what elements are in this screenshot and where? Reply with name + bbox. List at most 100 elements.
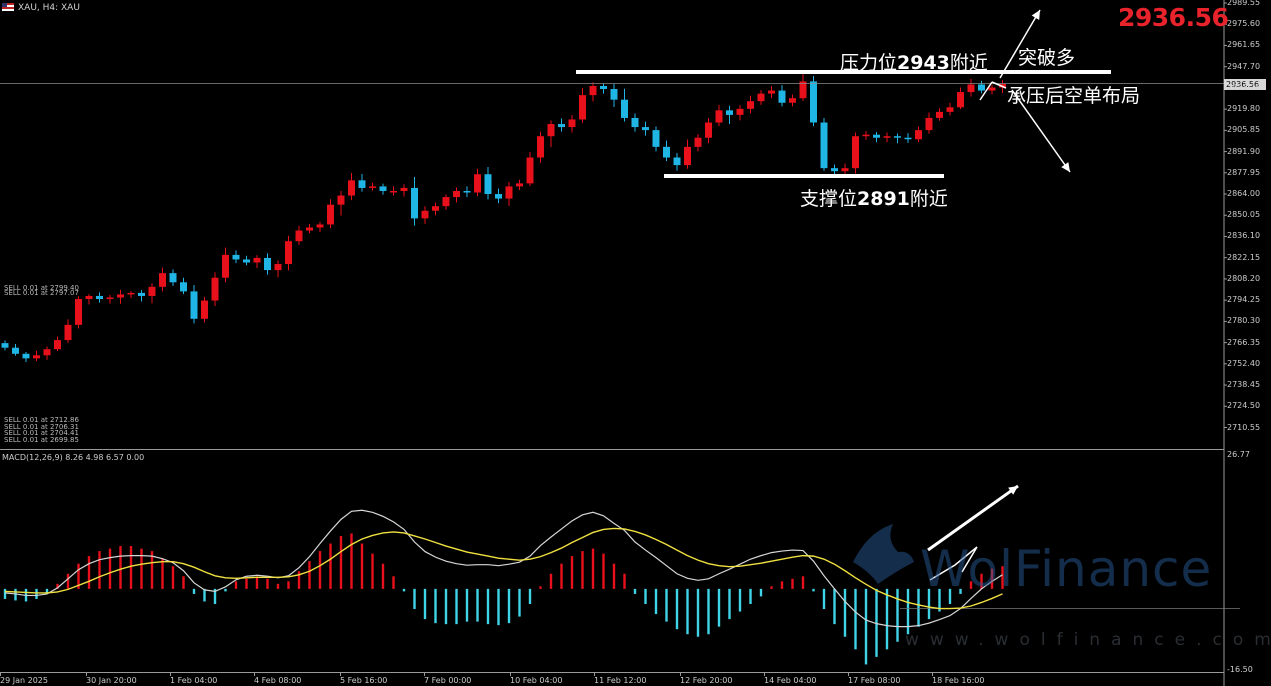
candle — [610, 89, 618, 100]
macd-histogram-bar — [717, 588, 721, 627]
macd-histogram-bar — [255, 576, 259, 589]
candle — [810, 81, 817, 123]
signal-line — [4, 527, 1003, 610]
macd-projection-stub — [929, 546, 978, 581]
macd-histogram-bar — [287, 581, 290, 589]
macd-histogram-bar — [654, 588, 658, 615]
candle — [432, 206, 439, 211]
symbol-label: XAU, H4: XAU — [18, 3, 80, 13]
price-tick-label: 2864.00 — [1227, 189, 1261, 199]
price-tick-label: 2780.30 — [1227, 316, 1261, 326]
candle — [138, 292, 145, 296]
price-tick-label: 2905.85 — [1227, 125, 1261, 135]
candle — [978, 84, 985, 91]
candle — [1, 343, 9, 348]
candle — [925, 117, 933, 131]
macd-histogram-bar — [948, 588, 952, 604]
candle — [222, 254, 229, 278]
time-tick-label: 30 Jan 20:00 — [86, 676, 137, 685]
candle — [652, 130, 660, 147]
macd-histogram-bar — [98, 551, 101, 589]
us-flag-icon — [2, 3, 14, 11]
time-tick-label: 18 Feb 16:00 — [932, 676, 985, 685]
short-under-pressure-label: 承压后空单布局 — [1007, 85, 1141, 107]
macd-histogram-bar — [161, 558, 164, 589]
macd-histogram-bar — [885, 588, 889, 650]
candle — [642, 127, 649, 131]
candle — [589, 85, 597, 96]
candle — [379, 186, 387, 191]
macd-histogram-bar — [570, 556, 574, 589]
candle — [579, 95, 586, 120]
macd-histogram-bar — [549, 573, 553, 589]
candle — [820, 122, 828, 169]
resistance-line — [576, 70, 1111, 74]
macd-histogram-bar — [3, 588, 7, 599]
macd-histogram-bar — [686, 588, 689, 635]
macd-histogram-bar — [108, 548, 112, 589]
candle — [789, 98, 796, 103]
order-label: SELL 0.01 at 2706.31 — [4, 423, 79, 431]
macd-histogram-bar — [770, 586, 773, 589]
time-tick-label: 14 Feb 04:00 — [764, 676, 817, 685]
candle — [936, 111, 943, 118]
candle — [201, 300, 208, 319]
candle — [768, 90, 775, 94]
candle — [264, 257, 271, 271]
candle — [600, 85, 607, 90]
candle — [453, 190, 460, 198]
candle — [694, 137, 702, 147]
current-price-box: 2936.56 — [1224, 79, 1266, 90]
price-tick-label: 2752.40 — [1227, 358, 1261, 368]
breakout-up-arrow-head — [1031, 10, 1040, 20]
macd-histogram-bar — [1001, 566, 1004, 589]
macd-histogram-bar — [633, 588, 637, 594]
time-tick-label: 12 Feb 20:00 — [680, 676, 733, 685]
macd-histogram-bar — [318, 551, 322, 589]
candle — [106, 297, 114, 300]
macd-histogram-bar — [308, 561, 311, 589]
candle — [316, 224, 324, 228]
candle — [673, 157, 681, 166]
macd-histogram-bar — [707, 588, 710, 635]
pullback-down-arrow-head — [1061, 162, 1070, 172]
support-label: 支撑位2891附近 — [800, 188, 948, 210]
candle — [117, 294, 124, 298]
macd-histogram-bar — [486, 588, 490, 625]
macd-histogram-bar — [623, 573, 626, 589]
macd-histogram-bar — [392, 576, 395, 589]
price-tick-label: 2975.60 — [1227, 19, 1261, 29]
macd-up-arrow-shaft — [927, 484, 1019, 552]
price-tick-label: 2710.55 — [1227, 422, 1261, 432]
order-label: SELL 0.01 at 2712.86 — [4, 416, 79, 424]
candle — [169, 273, 177, 283]
macd-histogram-bar — [959, 588, 962, 594]
projection-up-stub — [979, 81, 993, 101]
macd-histogram-bar — [843, 588, 847, 637]
candle — [841, 168, 849, 172]
candle — [54, 340, 61, 350]
candle — [526, 157, 534, 184]
candle — [64, 324, 72, 341]
macd-histogram-bar — [749, 588, 752, 604]
candle — [778, 90, 786, 103]
macd-histogram-bar — [969, 581, 973, 589]
candle — [946, 107, 954, 112]
candle — [337, 195, 345, 205]
candle — [348, 180, 355, 196]
candle — [631, 117, 639, 128]
time-tick-label: 1 Feb 04:00 — [170, 676, 218, 685]
candle — [327, 204, 334, 225]
macd-histogram-bar — [234, 581, 238, 589]
macd-histogram-bar — [927, 588, 931, 620]
macd-histogram-bar — [528, 588, 532, 604]
candle — [495, 194, 502, 199]
price-tick-label: 2933.75 — [1227, 82, 1261, 92]
macd-histogram-bar — [560, 563, 563, 589]
time-tick-label: 17 Feb 08:00 — [848, 676, 901, 685]
wolf-logo-icon — [853, 524, 914, 584]
price-tick-label: 2877.95 — [1227, 167, 1261, 177]
order-label: SELL 0.01 at 2797.07 — [4, 289, 79, 297]
macd-histogram-bar — [917, 588, 920, 627]
